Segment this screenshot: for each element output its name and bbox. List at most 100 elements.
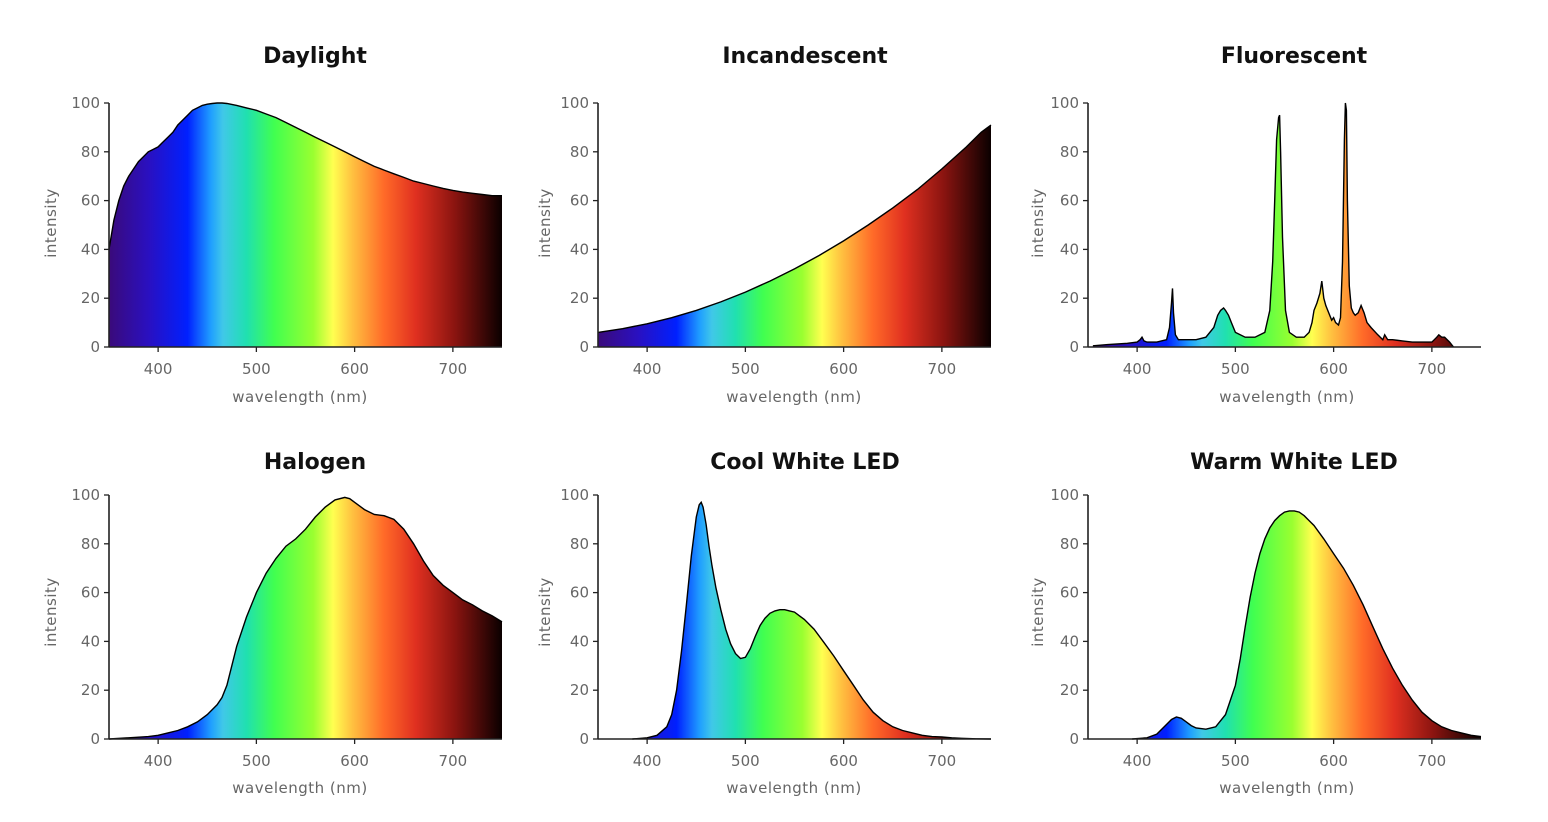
x-tick-label: 700 <box>439 752 468 770</box>
y-tick-label: 20 <box>1060 289 1079 307</box>
spectrum-curve <box>597 124 992 334</box>
x-tick-label: 500 <box>1221 752 1250 770</box>
y-tick-label: 20 <box>81 681 100 699</box>
plot-area: 0 20 40 60 80 100 400 500 600 700 <box>1050 94 1481 378</box>
x-tick-label: 500 <box>731 360 760 378</box>
y-tick-label: 40 <box>1060 632 1079 650</box>
plot-area: 0 20 40 60 80 100 400 500 600 700 <box>1050 486 1482 770</box>
x-tick-label: 500 <box>731 752 760 770</box>
x-axis-label: wavelength (nm) <box>726 388 861 406</box>
x-tick-label: 600 <box>1319 752 1348 770</box>
y-tick-label: 20 <box>570 289 589 307</box>
x-axis-label: wavelength (nm) <box>726 779 861 797</box>
spectrum-area <box>109 103 502 347</box>
chart-panel-halogen: Halogen intensity wavelength (nm) 0 20 40 6… <box>42 450 503 797</box>
x-axis-label: wavelength (nm) <box>1219 388 1354 406</box>
x-tick-label: 600 <box>829 360 858 378</box>
x-tick-label: 400 <box>633 752 662 770</box>
chart-panel-daylight: Daylight intensity wavelength (nm) 0 20 40… <box>42 44 502 406</box>
y-tick-label: 0 <box>579 338 589 356</box>
x-tick-label: 400 <box>633 360 662 378</box>
y-tick-label: 40 <box>1060 240 1079 258</box>
y-tick-label: 60 <box>570 192 589 210</box>
spectrum-area <box>1132 510 1481 739</box>
y-tick-label: 80 <box>570 143 589 161</box>
x-tick-label: 600 <box>340 360 369 378</box>
y-tick-label: 100 <box>560 94 589 112</box>
y-tick-label: 0 <box>1069 730 1079 748</box>
x-axis-label: wavelength (nm) <box>232 388 367 406</box>
plot-area: 0 20 40 60 80 100 400 500 600 700 <box>71 486 503 770</box>
plot-area: 0 20 40 60 80 100 400 500 600 700 <box>560 94 992 378</box>
y-tick-label: 0 <box>90 338 100 356</box>
chart-title: Daylight <box>263 44 367 69</box>
plot-area: 0 20 40 60 80 100 400 500 600 700 <box>71 94 502 378</box>
x-axis-label: wavelength (nm) <box>232 779 367 797</box>
spectrum-area <box>109 497 502 739</box>
spectrum-curve <box>108 496 503 740</box>
x-tick-label: 400 <box>144 360 173 378</box>
y-axis-label: intensity <box>536 188 554 258</box>
y-tick-label: 40 <box>570 240 589 258</box>
chart-panel-fluorescent: Fluorescent intensity wavelength (nm) 0 2… <box>1029 44 1481 406</box>
y-tick-label: 80 <box>1060 143 1079 161</box>
y-tick-label: 60 <box>570 584 589 602</box>
x-tick-label: 400 <box>144 752 173 770</box>
y-tick-label: 100 <box>1050 94 1079 112</box>
x-tick-label: 700 <box>1418 752 1447 770</box>
y-tick-label: 100 <box>71 94 100 112</box>
x-tick-label: 400 <box>1123 360 1152 378</box>
y-tick-label: 60 <box>1060 192 1079 210</box>
x-tick-label: 700 <box>1418 360 1447 378</box>
x-tick-label: 500 <box>1221 360 1250 378</box>
chart-panel-warm-white-led: Warm White LED intensity wavelength (nm)… <box>1029 450 1482 797</box>
y-tick-label: 100 <box>1050 486 1079 504</box>
y-axis-label: intensity <box>1029 188 1047 258</box>
spectrum-curve <box>632 500 992 740</box>
y-tick-label: 0 <box>1069 338 1079 356</box>
chart-title: Halogen <box>264 450 366 475</box>
y-tick-label: 100 <box>560 486 589 504</box>
y-tick-label: 20 <box>81 289 100 307</box>
y-tick-label: 60 <box>81 192 100 210</box>
x-tick-label: 700 <box>928 752 957 770</box>
y-tick-label: 80 <box>81 535 100 553</box>
y-tick-label: 40 <box>81 632 100 650</box>
y-tick-label: 40 <box>81 240 100 258</box>
y-axis-label: intensity <box>42 577 60 647</box>
y-axis-label: intensity <box>536 577 554 647</box>
plot-area: 0 20 40 60 80 100 400 500 600 700 <box>560 486 992 770</box>
chart-title: Fluorescent <box>1221 44 1368 69</box>
y-tick-label: 40 <box>570 632 589 650</box>
y-tick-label: 80 <box>81 143 100 161</box>
chart-title: Cool White LED <box>710 450 899 475</box>
y-tick-label: 80 <box>570 535 589 553</box>
spectrum-area <box>1092 103 1454 347</box>
x-tick-label: 600 <box>1319 360 1348 378</box>
chart-title: Incandescent <box>722 44 888 69</box>
y-tick-label: 60 <box>1060 584 1079 602</box>
y-tick-label: 80 <box>1060 535 1079 553</box>
chart-panel-cool-white-led: Cool White LED intensity wavelength (nm)… <box>536 450 992 797</box>
x-tick-label: 600 <box>829 752 858 770</box>
spectrum-area <box>632 502 991 739</box>
x-axis-label: wavelength (nm) <box>1219 779 1354 797</box>
spectrum-curve <box>1092 102 1455 348</box>
x-tick-label: 500 <box>242 752 271 770</box>
x-tick-label: 700 <box>439 360 468 378</box>
spectrum-curve <box>1132 510 1482 740</box>
spectrum-area <box>598 125 991 347</box>
y-tick-label: 60 <box>81 584 100 602</box>
chart-title: Warm White LED <box>1190 450 1398 475</box>
spectrum-curve <box>108 102 502 250</box>
chart-panel-incandescent: Incandescent intensity wavelength (nm) 0… <box>536 44 992 406</box>
x-tick-label: 400 <box>1123 752 1152 770</box>
y-tick-label: 20 <box>570 681 589 699</box>
y-tick-label: 0 <box>90 730 100 748</box>
x-tick-label: 700 <box>928 360 957 378</box>
x-tick-label: 600 <box>340 752 369 770</box>
y-axis-label: intensity <box>1029 577 1047 647</box>
y-tick-label: 100 <box>71 486 100 504</box>
y-tick-label: 0 <box>579 730 589 748</box>
